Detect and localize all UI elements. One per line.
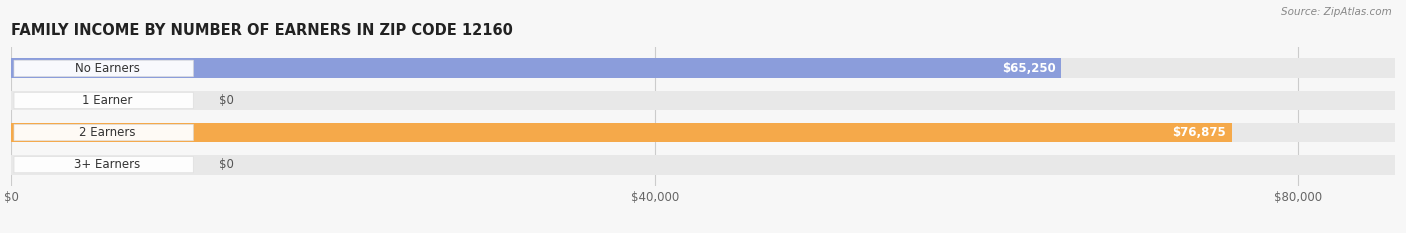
FancyBboxPatch shape [14,60,193,77]
FancyBboxPatch shape [14,124,193,141]
Text: 3+ Earners: 3+ Earners [75,158,141,171]
FancyBboxPatch shape [14,156,193,173]
Bar [11,58,1062,78]
Text: 2 Earners: 2 Earners [79,126,135,139]
Text: Source: ZipAtlas.com: Source: ZipAtlas.com [1281,7,1392,17]
Bar [11,58,1395,78]
Bar [11,91,1395,110]
Text: $0: $0 [219,94,233,107]
Text: FAMILY INCOME BY NUMBER OF EARNERS IN ZIP CODE 12160: FAMILY INCOME BY NUMBER OF EARNERS IN ZI… [11,24,513,38]
Text: $0: $0 [219,158,233,171]
Text: 1 Earner: 1 Earner [82,94,132,107]
Bar [11,123,1232,142]
Text: $76,875: $76,875 [1173,126,1226,139]
Bar [11,123,1395,142]
Text: $65,250: $65,250 [1001,62,1056,75]
Text: No Earners: No Earners [75,62,139,75]
FancyBboxPatch shape [14,92,193,109]
Bar [11,155,1395,175]
